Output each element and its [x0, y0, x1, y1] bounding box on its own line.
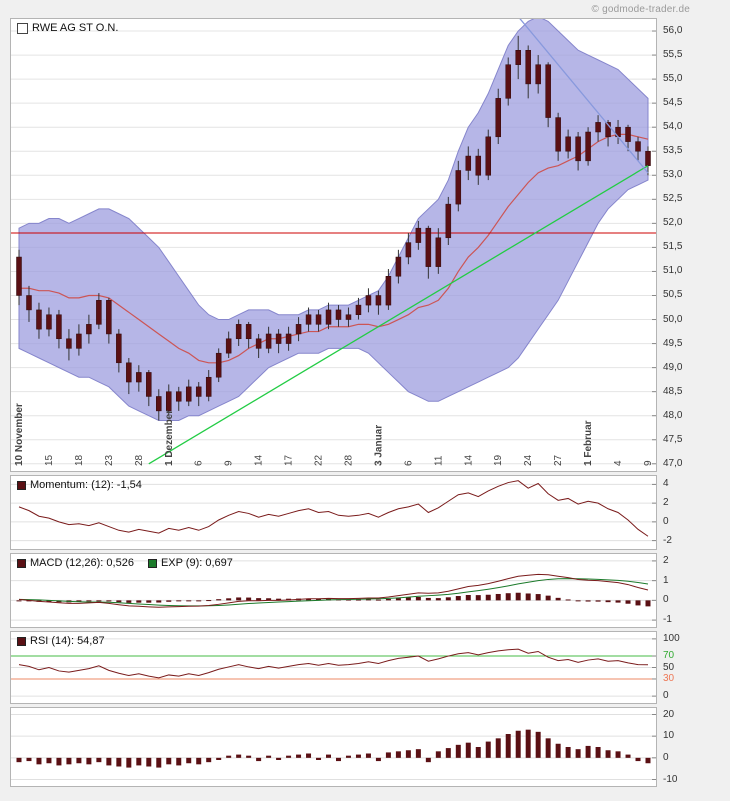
x-tick-label: 17	[284, 454, 295, 466]
macd-legend-swatch	[17, 558, 26, 568]
momentum-legend-label: Momentum: (12): -1,54	[30, 479, 142, 491]
main-y-axis: 56,0 55,5 55,0 54,5 54,0 53,5 53,0 52,5 52,0 51,5…	[658, 19, 708, 471]
y-tick-label: 50	[663, 661, 675, 673]
macd-legend-label: MACD (12,26): 0,526	[30, 557, 134, 569]
macd-y-axis: 2 1 0 -1	[658, 554, 708, 627]
x-tick-label: 1 Februar	[583, 420, 594, 466]
y-tick-label: 0	[663, 594, 669, 606]
main-chart-panel: 10 November 15 18 23 28 1 Dezember 6 9 14 17 22 28 3…	[10, 18, 682, 472]
momentum-legend-swatch	[17, 480, 26, 490]
main-legend-label: RWE AG ST O.N.	[32, 22, 119, 34]
x-tick-label: 15	[44, 454, 55, 466]
y-tick-label: 53,5	[663, 145, 683, 157]
y-tick-label: 0	[663, 751, 669, 763]
histogram-panel: 20 10 0 -10	[10, 707, 677, 787]
y-tick-label: 48,5	[663, 385, 683, 397]
y-tick-label: 49,0	[663, 361, 683, 373]
rsi-legend-swatch	[17, 636, 26, 646]
momentum-panel: 4 2 0 -2 Momentum: (12): -1,54	[10, 475, 672, 550]
y-tick-label: 55,0	[663, 73, 683, 85]
y-tick-label: -10	[663, 773, 678, 785]
main-plot: 10 November 15 18 23 28 1 Dezember 6 9 14 17 22 28 3…	[11, 19, 656, 466]
y-tick-label: 2	[663, 497, 669, 509]
y-tick-label: 20	[663, 708, 675, 720]
x-tick-label: 19	[493, 454, 504, 466]
y-tick-label: 0	[663, 690, 669, 702]
y-tick-label: 47,5	[663, 433, 683, 445]
y-tick-label: 10	[663, 730, 675, 742]
x-tick-label: 14	[463, 454, 474, 466]
copyright: © godmode-trader.de	[592, 4, 690, 15]
y-tick-label: 52,0	[663, 217, 683, 229]
x-tick-label: 11	[433, 455, 444, 466]
main-legend: RWE AG ST O.N.	[17, 22, 118, 34]
y-tick-label: 0	[663, 515, 669, 527]
y-tick-label: 2	[663, 554, 669, 566]
x-tick-label: 10 November	[14, 403, 25, 466]
x-tick-label: 27	[553, 454, 564, 466]
macd-panel: 2 1 0 -1 MACD (12,26): 0,526 EXP (9): 0,697	[10, 553, 672, 628]
signal-legend-swatch	[147, 558, 157, 568]
x-tick-label: 9	[224, 460, 235, 466]
rsi-legend-label: RSI (14): 54,87	[30, 635, 105, 647]
series-checkbox[interactable]	[17, 22, 28, 34]
y-tick-label: 30	[663, 672, 675, 684]
y-tick-label: 1	[663, 574, 669, 586]
rsi-legend: RSI (14): 54,87	[17, 635, 105, 647]
rsi-y-axis: 100 70 50 30 0	[658, 632, 708, 703]
y-tick-label: 51,0	[663, 265, 683, 277]
y-tick-label: -2	[663, 534, 672, 546]
x-tick-label: 3 Januar	[373, 425, 384, 466]
macd-legend: MACD (12,26): 0,526 EXP (9): 0,697	[17, 557, 233, 569]
rsi-panel: 100 70 50 30 0 RSI (14): 54,87	[10, 631, 680, 704]
histogram-plot	[11, 714, 656, 780]
x-tick-label: 18	[74, 454, 85, 466]
y-tick-label: 54,5	[663, 97, 683, 109]
y-tick-label: 53,0	[663, 169, 683, 181]
y-tick-label: 4	[663, 478, 669, 490]
x-tick-label: 14	[254, 454, 265, 466]
y-tick-label: 50,5	[663, 289, 683, 301]
rsi-plot	[11, 638, 656, 697]
y-tick-label: 51,5	[663, 241, 683, 253]
x-tick-label: 22	[314, 454, 325, 466]
momentum-legend: Momentum: (12): -1,54	[17, 479, 142, 491]
macd-plot	[11, 560, 656, 621]
x-tick-label: 28	[343, 454, 354, 466]
histogram-y-axis: 20 10 0 -10	[658, 708, 708, 786]
x-tick-label: 23	[104, 454, 115, 466]
signal-legend-label: EXP (9): 0,697	[160, 557, 233, 569]
x-tick-label: 1 Dezember	[164, 410, 175, 466]
momentum-plot	[11, 480, 656, 542]
y-tick-label: 55,5	[663, 49, 683, 61]
copyright-text: © godmode-trader.de	[591, 4, 690, 15]
y-tick-label: 50,0	[663, 313, 683, 325]
y-tick-label: 56,0	[663, 25, 683, 37]
y-tick-label: 52,5	[663, 193, 683, 205]
y-tick-label: 100	[663, 632, 680, 644]
x-tick-label: 6	[403, 460, 414, 466]
y-tick-label: 47,0	[663, 457, 683, 469]
y-tick-label: 70	[663, 650, 675, 662]
x-tick-label: 4	[613, 460, 624, 466]
x-tick-label: 9	[643, 460, 654, 466]
x-tick-label: 24	[523, 454, 534, 466]
x-tick-label: 6	[194, 460, 205, 466]
x-tick-label: 28	[134, 454, 145, 466]
momentum-y-axis: 4 2 0 -2	[658, 476, 708, 549]
y-tick-label: 48,0	[663, 409, 683, 421]
y-tick-label: -1	[663, 614, 672, 626]
y-tick-label: 54,0	[663, 121, 683, 133]
y-tick-label: 49,5	[663, 337, 683, 349]
